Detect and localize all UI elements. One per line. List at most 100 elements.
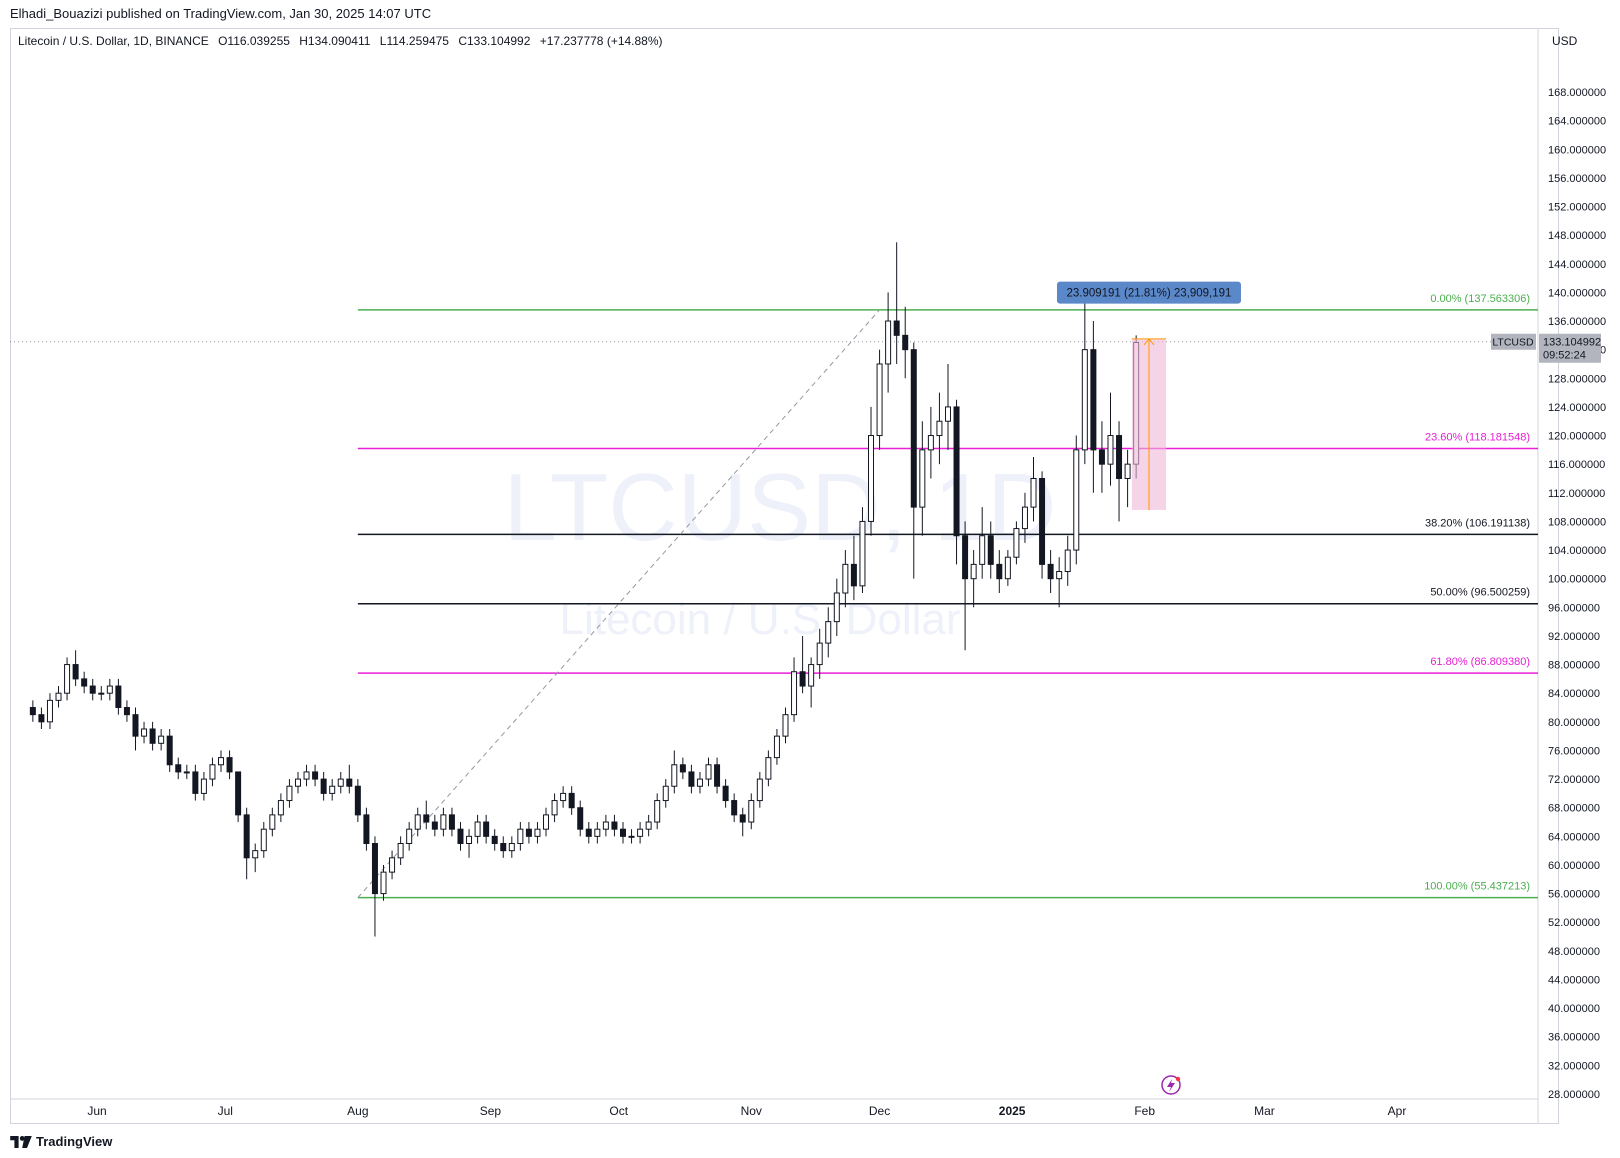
candle-body: [38, 714, 45, 723]
fib-retracement[interactable]: 0.00% (137.563306) 23.60% (118.181548) 38.…: [357, 293, 1538, 899]
candle-body: [312, 771, 319, 780]
candle-body: [893, 320, 900, 336]
candle-body: [970, 563, 977, 580]
candle-body: [765, 757, 772, 780]
candle-body: [98, 692, 105, 695]
candle-body: [645, 821, 652, 830]
candle-body: [517, 828, 524, 845]
currency-selector[interactable]: USD: [1552, 34, 1578, 48]
y-tick-label: 76.000000: [1548, 745, 1600, 757]
candle-body: [132, 714, 139, 737]
candle-body: [46, 699, 53, 723]
y-tick-label: 40.000000: [1548, 1003, 1600, 1015]
candle-body: [816, 642, 823, 666]
candle-body: [585, 828, 592, 837]
x-tick-label: Nov: [741, 1104, 762, 1118]
price-tag-value-bg: [1539, 333, 1601, 363]
candle-body: [260, 828, 267, 852]
candle-body: [1021, 506, 1028, 530]
measure-arrow-head: [1143, 338, 1155, 346]
candle-body: [936, 420, 943, 437]
y-tick-label: 160.000000: [1548, 144, 1606, 156]
candle-body: [414, 814, 421, 830]
fib-trend-line[interactable]: [10, 309, 1538, 898]
price-axis[interactable]: 28.000000 32.000000 36.000000 40.000000 44.0…: [1548, 87, 1606, 1101]
tradingview-footer[interactable]: TradingView: [10, 1134, 112, 1149]
candle-body: [662, 785, 669, 802]
candle-body: [294, 778, 301, 787]
y-tick-label: 56.000000: [1548, 889, 1600, 901]
candle-body: [431, 821, 438, 830]
candle-body: [534, 828, 541, 837]
y-tick-label: 144.000000: [1548, 259, 1606, 271]
candle-body: [500, 843, 507, 852]
candle-body: [508, 843, 515, 852]
candle-body: [320, 778, 327, 794]
y-tick-label: 156.000000: [1548, 173, 1606, 185]
y-tick-label: 64.000000: [1548, 831, 1600, 843]
watermark-symbol: LTCUSD, 1D: [504, 454, 1057, 561]
price-tag-value: 133.104992: [1543, 337, 1601, 349]
y-tick-label: 100.000000: [1548, 574, 1606, 586]
y-tick-label: 168.000000: [1548, 87, 1606, 99]
candle-body: [371, 843, 378, 895]
y-tick-label: 48.000000: [1548, 946, 1600, 958]
candle-body: [731, 800, 738, 816]
candle-body: [773, 735, 780, 759]
candle-body: [962, 535, 969, 580]
candle-body: [577, 807, 584, 830]
flash-icon[interactable]: [1161, 1075, 1181, 1095]
legend-open: O116.039255: [218, 34, 290, 48]
x-tick-label: Dec: [869, 1104, 890, 1118]
candle-body: [1081, 349, 1088, 451]
candle-body: [474, 821, 481, 837]
candle-body: [1004, 556, 1011, 580]
candle-body: [876, 363, 883, 437]
candle-body: [329, 785, 336, 794]
candle-body: [466, 835, 473, 844]
candle-body: [89, 685, 96, 694]
time-axis[interactable]: Jun Jul Aug Sep Oct Nov Dec 2025 Feb Mar Apr: [87, 1104, 1406, 1118]
legend-symbol: Litecoin / U.S. Dollar, 1D, BINANCE: [18, 34, 209, 48]
symbol-watermark: LTCUSD, 1D Litecoin / U.S. Dollar: [504, 454, 1057, 644]
candle-body: [551, 800, 558, 816]
candle-body: [637, 828, 644, 837]
trend-line-dashed: [357, 309, 880, 898]
x-tick-label: Apr: [1388, 1104, 1407, 1118]
candle-body: [808, 664, 815, 687]
symbol-legend: Litecoin / U.S. Dollar, 1D, BINANCE O116…: [18, 34, 669, 48]
candle-body: [175, 764, 182, 773]
x-tick-label: Jul: [218, 1104, 233, 1118]
candle-body: [491, 835, 498, 844]
candle-body: [568, 792, 575, 809]
candle-body: [842, 563, 849, 594]
candle-body: [397, 843, 404, 859]
candle-body: [688, 771, 695, 787]
legend-low: L114.259475: [379, 34, 449, 48]
y-tick-label: 52.000000: [1548, 917, 1600, 929]
candle-body: [953, 406, 960, 537]
y-tick-label: 68.000000: [1548, 803, 1600, 815]
candle-body: [602, 821, 609, 830]
y-tick-label: 60.000000: [1548, 860, 1600, 872]
fib-level-label: 61.80% (86.809380): [1430, 656, 1530, 668]
candle-body: [979, 535, 986, 565]
y-tick-label: 124.000000: [1548, 402, 1606, 414]
y-tick-label: 120.000000: [1548, 431, 1606, 443]
candle-body: [825, 621, 832, 644]
price-tag-countdown: 09:52:24: [1543, 350, 1586, 362]
y-tick-label: 72.000000: [1548, 774, 1600, 786]
y-tick-label: 108.000000: [1548, 516, 1606, 528]
candle-body: [611, 821, 618, 830]
candle-body: [944, 406, 951, 422]
candle-body: [406, 828, 413, 845]
candle-body: [380, 871, 387, 895]
candle-body: [1116, 435, 1123, 479]
chart-frame[interactable]: [10, 28, 1559, 1124]
candle-body: [235, 771, 242, 816]
price-range-measure[interactable]: 23.909191 (21.81%) 23,909,191: [1056, 281, 1241, 510]
y-tick-label: 84.000000: [1548, 688, 1600, 700]
y-tick-label: 28.000000: [1548, 1089, 1600, 1101]
candle-body: [115, 685, 122, 709]
